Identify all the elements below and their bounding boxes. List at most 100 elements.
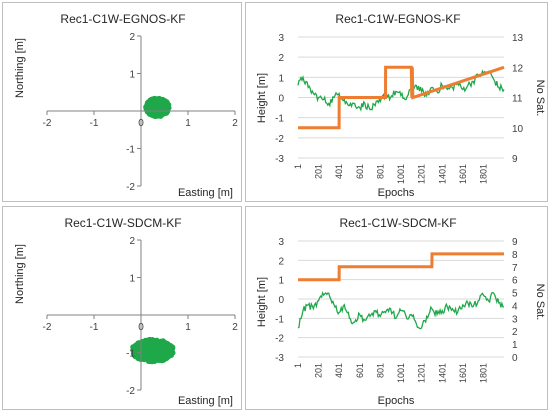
x-tick-label: 601 (355, 164, 365, 179)
y-tick-label: -2 (126, 182, 135, 193)
x-tick-label: 1401 (437, 164, 447, 184)
x-tick-label: 1601 (458, 363, 468, 383)
scatter-panel-sdcm: -2 -1 0 1 2 -2 -1 1 2 Rec1-C1W-SDCM-KF Northing … (2, 206, 242, 410)
chart-title: Rec1-C1W-EGNOS-KF (60, 12, 185, 26)
position-point (157, 355, 163, 361)
chart-title: Rec1-C1W-SDCM-KF (64, 216, 181, 230)
x-tick-label: -1 (90, 322, 99, 333)
y-axis-label: Height [m] (256, 73, 268, 123)
height-series-line (297, 291, 505, 330)
scatter-panel-egnos: -2 -1 0 1 2 -2 -1 1 2 Rec1-C1W-EGNOS-KF Northing… (2, 2, 242, 202)
x-tick-label: 1201 (417, 363, 427, 383)
x-tick-label: -2 (43, 118, 52, 129)
y2-tick-label: 6 (512, 276, 518, 287)
x-tick-label: 401 (334, 164, 344, 179)
y-tick-label: 2 (129, 236, 135, 247)
y2-tick-label: 4 (512, 301, 518, 312)
y2-tick-label: 9 (512, 154, 518, 165)
position-point (159, 340, 165, 346)
x-tick-label: 1 (293, 164, 303, 169)
x-tick-label: 1801 (478, 164, 488, 184)
position-point (162, 105, 168, 111)
y-axis-label: Northing [m] (14, 244, 26, 304)
height-panel-sdcm: -3 -2 -1 0 1 2 3 0 1 2 3 4 5 6 7 8 9 1 201 401 601 801 1001 120… (245, 206, 548, 410)
y-tick-label: -2 (126, 386, 135, 397)
position-point (148, 103, 154, 109)
position-point (154, 350, 160, 356)
position-point (147, 99, 154, 105)
height-panel-egnos: -3 -2 -1 0 1 2 3 9 10 11 12 13 1 201 401 601 801 1001 1201… (245, 2, 548, 202)
y2-tick-label: 3 (512, 314, 518, 325)
height-series-line (297, 69, 505, 112)
scatter-chart-sdcm: -2 -1 0 1 2 -2 -1 1 2 Rec1-C1W-SDCM-KF Northing … (14, 216, 238, 407)
position-point (150, 342, 156, 348)
x-tick-label: 201 (314, 164, 324, 179)
satellites-series-line (298, 65, 505, 130)
x-tick-label: 1001 (396, 164, 406, 184)
y-tick-label: 3 (278, 33, 284, 44)
position-point (149, 112, 155, 118)
position-point (152, 96, 158, 103)
position-point (155, 102, 162, 109)
x-tick-label: 0 (138, 118, 144, 129)
y-tick-label: 1 (129, 274, 135, 285)
y2-tick-label: 2 (512, 327, 518, 338)
y-tick-label: -3 (275, 154, 284, 165)
y-tick-label: -1 (275, 114, 284, 125)
y2-tick-label: 13 (512, 33, 524, 44)
y2-tick-label: 1 (512, 340, 518, 351)
position-point (163, 353, 169, 360)
position-point (158, 97, 164, 103)
y-axis-label: Northing [m] (14, 38, 26, 98)
position-point (169, 349, 175, 355)
position-point (149, 351, 155, 357)
x-tick-label: 1 (293, 363, 303, 368)
x-axis-label: Epochs (378, 395, 415, 407)
y2-axis-label: No Sat. (534, 284, 546, 321)
y2-tick-label: 9 (512, 237, 518, 248)
scatter-chart-egnos: -2 -1 0 1 2 -2 -1 1 2 Rec1-C1W-EGNOS-KF Northing… (14, 12, 238, 199)
position-point (155, 345, 162, 351)
x-tick-label: 1 (185, 322, 191, 333)
x-tick-label: 2 (232, 322, 238, 333)
y2-tick-label: 10 (512, 124, 524, 135)
position-point (154, 113, 160, 119)
x-axis-label: Easting [m] (178, 395, 233, 407)
position-point (137, 340, 144, 346)
y2-tick-label: 8 (512, 250, 518, 261)
y-tick-label: 1 (129, 70, 135, 81)
y2-tick-label: 12 (512, 63, 524, 74)
y-tick-label: 1 (278, 73, 284, 84)
position-point (164, 341, 171, 347)
x-tick-label: 1801 (478, 363, 488, 383)
y-tick-label: 3 (278, 237, 284, 248)
y-tick-label: -3 (275, 353, 284, 364)
satellites-series-line (298, 252, 504, 282)
y2-tick-label: 0 (512, 353, 518, 364)
y-tick-label: 2 (278, 256, 284, 267)
y-tick-label: 1 (278, 276, 284, 287)
chart-title: Rec1-C1W-EGNOS-KF (335, 12, 460, 26)
y-tick-label: -2 (275, 334, 284, 345)
y-tick-label: 0 (278, 94, 284, 105)
x-tick-label: 1001 (396, 363, 406, 383)
x-tick-label: 1401 (437, 363, 447, 383)
x-axis-label: Epochs (378, 187, 415, 199)
position-point (152, 355, 158, 361)
chart-title: Rec1-C1W-SDCM-KF (339, 216, 456, 230)
y-tick-label: -2 (275, 134, 284, 145)
y2-tick-label: 7 (512, 263, 518, 274)
y2-tick-label: 5 (512, 289, 518, 300)
x-tick-label: 2 (232, 118, 238, 129)
y2-axis-label: No Sat. (534, 80, 546, 117)
x-tick-label: 0 (138, 322, 144, 333)
x-tick-label: 1601 (458, 164, 468, 184)
x-tick-label: 401 (334, 363, 344, 378)
x-tick-label: 1 (185, 118, 191, 129)
y-tick-label: 2 (278, 53, 284, 64)
x-tick-label: 801 (375, 164, 385, 179)
position-point (132, 344, 138, 350)
